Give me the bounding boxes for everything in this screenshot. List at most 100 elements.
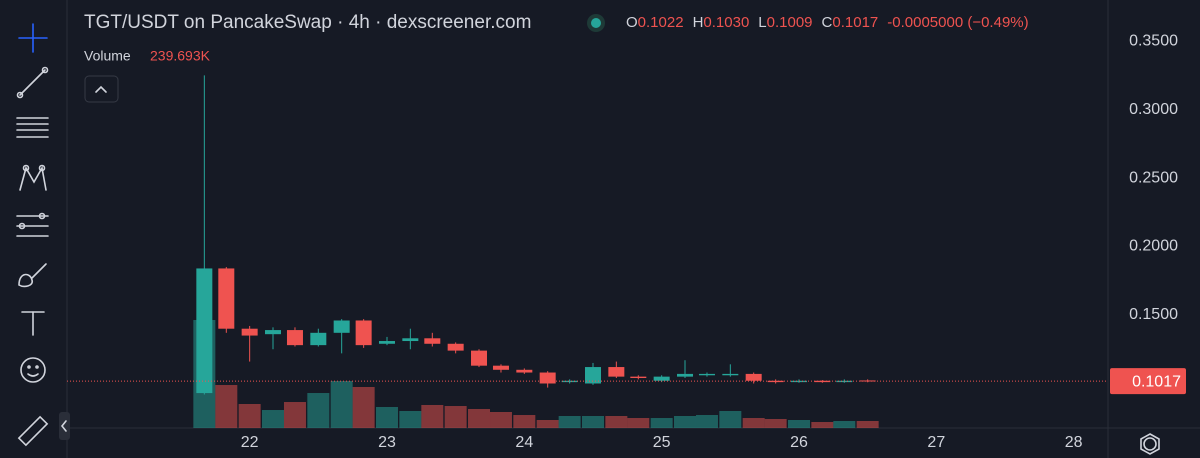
change: -0.0005000 (−0.49%) (887, 14, 1028, 31)
y-tick-label: 0.3500 (1129, 32, 1178, 49)
candle-body (378, 341, 395, 344)
pattern-tool[interactable] (19, 164, 47, 191)
collapse-legend-button[interactable] (84, 75, 119, 103)
candle-body (218, 268, 235, 329)
chart-title: TGT/USDT on PancakeSwap · 4h · dexscreen… (84, 12, 531, 33)
ruler-tool[interactable] (17, 415, 49, 447)
candle-body (584, 367, 601, 384)
volume-bar (421, 404, 444, 428)
volume-bar (330, 381, 353, 428)
volume-bar (627, 418, 650, 428)
emoji-tool[interactable] (20, 357, 46, 383)
volume-bar (352, 386, 375, 428)
fib-tool[interactable] (16, 212, 49, 237)
ohlc-value: 0.1017 (832, 14, 878, 31)
candle-body (286, 330, 303, 346)
settings-button[interactable] (1140, 433, 1160, 455)
x-tick-label: 27 (927, 434, 945, 451)
volume-bar (742, 418, 765, 428)
candle-body (790, 380, 807, 383)
ohlc-value: 0.1022 (638, 14, 684, 31)
ohlc-key: H (693, 14, 704, 31)
volume-bar (719, 411, 742, 428)
candle-body (630, 376, 647, 379)
candle-body (310, 332, 327, 346)
candle-body (241, 328, 258, 336)
candle-body (745, 373, 762, 381)
candle-body (424, 338, 441, 344)
candle-body (859, 380, 876, 382)
candle-body (608, 367, 625, 377)
x-tick-label: 25 (653, 434, 671, 451)
candle-body (653, 376, 670, 381)
volume-bar (811, 422, 834, 428)
volume-bar (468, 408, 491, 428)
volume-bar (536, 419, 559, 428)
volume-bar (513, 415, 536, 428)
last-price-label: 0.1017 (1132, 373, 1181, 390)
ohlc-key: C (822, 14, 833, 31)
candle-body (355, 320, 372, 346)
volume-bar (833, 420, 856, 428)
text-tool[interactable] (21, 311, 45, 336)
volume-bar (375, 407, 398, 428)
brush-tool[interactable] (18, 263, 47, 288)
ohlc-key: O (626, 14, 638, 31)
candle-body (333, 320, 350, 333)
volume-bar (262, 410, 285, 428)
volume-bar (695, 415, 718, 428)
volume-bar (558, 415, 581, 428)
x-tick-label: 22 (241, 434, 259, 451)
crosshair-tool[interactable] (18, 23, 48, 53)
volume-bar (787, 419, 810, 428)
ohlc-legend: O0.1022 H0.1030 L0.1009 C0.1017 -0.0005000 (… (626, 14, 1029, 31)
candle-body (516, 369, 533, 373)
toolbar (16, 23, 70, 447)
volume-bar (444, 406, 467, 428)
volume-name: Volume (84, 48, 131, 64)
volume-bar (605, 415, 628, 428)
y-tick-label: 0.3000 (1129, 101, 1178, 118)
candle-body (561, 380, 578, 383)
plot-area (67, 75, 1108, 428)
volume-bar (856, 420, 879, 428)
candle-body (677, 373, 694, 377)
collapse-legend-icon (95, 85, 107, 93)
candle-body (471, 350, 488, 366)
x-tick-label: 26 (790, 434, 808, 451)
candle-body (698, 373, 715, 376)
y-tick-label: 0.2500 (1129, 169, 1178, 186)
volume-bar (215, 385, 238, 428)
volume-bar (764, 419, 787, 428)
volume-value: 239.693K (150, 48, 211, 64)
candle-body (539, 372, 556, 384)
candle-body (402, 338, 419, 342)
volume-bar (674, 415, 697, 428)
y-tick-label: 0.2000 (1129, 238, 1178, 255)
lines-tool[interactable] (16, 117, 49, 138)
line-tool[interactable] (16, 66, 49, 99)
ohlc-value: 0.1009 (767, 14, 813, 31)
header: TGT/USDT on PancakeSwap · 4h · dexscreen… (84, 12, 1029, 103)
volume-bar (238, 403, 261, 428)
candle-body (196, 268, 213, 394)
ohlc-value: 0.1030 (703, 14, 749, 31)
volume-bar (581, 415, 604, 428)
ohlc-key: L (758, 14, 766, 31)
volume-bar (399, 411, 422, 428)
status-dot (591, 18, 601, 28)
x-tick-label: 23 (378, 434, 396, 451)
candle-body (722, 373, 739, 376)
x-tick-label: 28 (1065, 434, 1083, 451)
candle-body (492, 365, 509, 370)
y-tick-label: 0.1500 (1129, 306, 1178, 323)
x-tick-label: 24 (515, 434, 533, 451)
volume-bar (650, 418, 673, 428)
candle-body (447, 343, 464, 351)
collapse-button[interactable] (59, 412, 70, 440)
volume-bar (283, 402, 306, 428)
candle-body (814, 380, 831, 383)
